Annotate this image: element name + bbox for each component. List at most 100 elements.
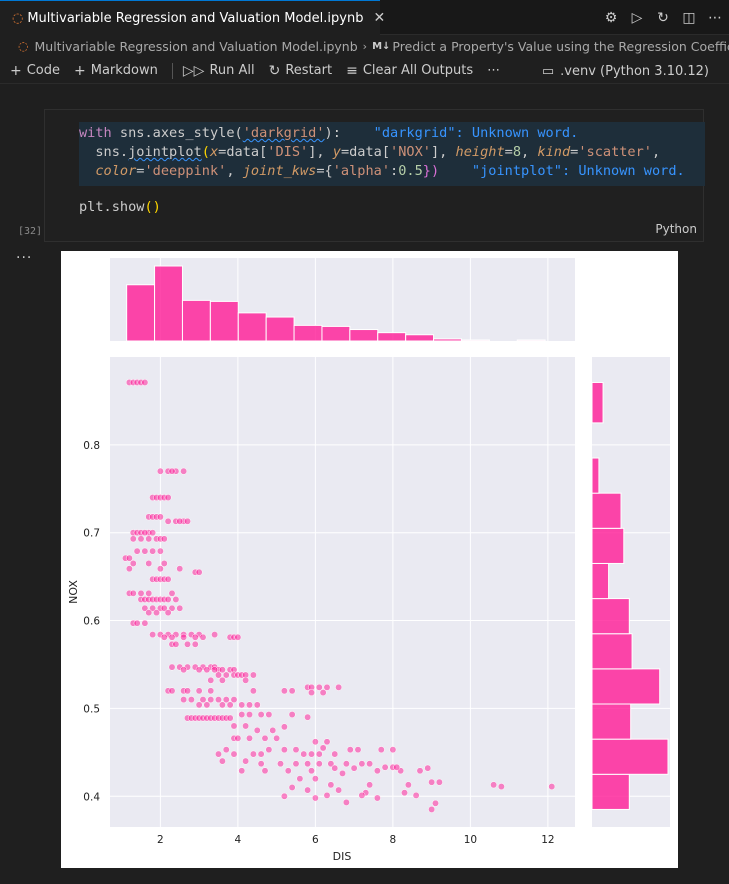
scatter-point [133,619,141,627]
code-editor[interactable]: with sns.axes_style('darkgrid'): "darkgr… [79,122,705,186]
scatter-point [191,633,199,641]
x-tick-label: 8 [390,834,397,846]
notebook-icon: ◌ [18,39,29,53]
scatter-point [164,596,172,603]
scatter-point [129,535,137,543]
scatter-point [308,689,315,697]
scatter-point [269,726,277,734]
scatter-point [149,604,157,612]
scatter-point [149,529,157,537]
x-hist-bar [460,339,490,342]
scatter-point [230,750,238,758]
scatter-point [141,547,149,555]
scatter-point [412,791,420,799]
plus-icon: + [10,62,22,79]
run-icon[interactable]: ▷ [631,9,643,26]
code-cell[interactable]: with sns.axes_style('darkgrid'): "darkgr… [44,109,705,242]
scatter-point [180,696,188,704]
scatter-point [184,517,191,525]
scatter-point [218,757,226,765]
scatter-point [280,723,288,731]
scatter-point [168,687,176,695]
scatter-point [284,767,292,775]
scatter-point [211,631,219,639]
cell-language[interactable]: Python [655,222,697,236]
scatter-point [428,805,436,813]
markdown-icon: M↓ [372,40,391,52]
add-code-label: Code [26,63,61,78]
breadcrumb-file[interactable]: Multivariable Regression and Valuation M… [34,38,358,54]
x-hist-bar [126,284,156,342]
scatter-point [346,746,354,754]
scatter-point [141,619,149,627]
scatter-point [432,799,439,807]
scatter-point [226,714,234,722]
y-hist-bar [591,381,604,424]
scatter-point [145,609,153,617]
scatter-point [164,517,172,525]
scatter-point [133,547,141,555]
scatter-point [335,683,343,691]
scatter-point [315,683,323,691]
scatter-point [331,764,339,772]
scatter-point [288,784,296,791]
scatter-point [238,767,246,775]
scatter-point [358,760,366,768]
scatter-point [125,554,133,562]
run-all-button[interactable]: ▷▷ Run All [183,63,255,79]
x-tick-label: 12 [541,834,554,846]
x-hist-bar [154,265,183,342]
y-hist-bar [591,598,630,635]
add-code-button[interactable]: + Code [10,63,60,79]
scatter-point [288,711,296,719]
scatter-point [230,696,238,704]
scatter-point [156,547,164,555]
scatter-point [335,786,343,794]
y-tick-label: 0.5 [83,703,100,715]
x-tick-label: 4 [235,834,242,846]
scatter-point [149,631,157,639]
kernel-picker[interactable]: ▭ .venv (Python 3.10.12) [542,58,709,84]
close-icon[interactable]: ✕ [373,10,386,26]
output-menu-icon[interactable]: ··· [16,250,33,266]
clear-outputs-button[interactable]: ≡ Clear All Outputs [346,63,473,79]
scatter-point [234,633,242,641]
breadcrumb: ◌ Multivariable Regression and Valuation… [0,35,729,57]
more-actions-icon[interactable]: ⋯ [708,9,722,26]
split-editor-icon[interactable]: ◫ [682,9,696,26]
scatter-point [246,711,253,719]
editor-tab[interactable]: ◌ Multivariable Regression and Valuation… [0,0,385,35]
restart-button[interactable]: ↻ Restart [269,63,332,79]
toolbar-more-button[interactable]: ⋯ [487,63,500,78]
scatter-point [129,559,137,567]
scatter-point [257,711,265,719]
scatter-point [195,687,203,695]
scatter-point [211,666,219,674]
x-tick-label: 10 [464,834,477,846]
scatter-point [311,794,319,802]
scatter-point [207,696,215,704]
chevron-right-icon: › [362,39,368,53]
scatter-point [226,701,234,709]
x-hist-bar [516,339,546,342]
x-hist-bar [349,329,379,342]
gear-icon[interactable]: ⚙ [604,9,618,26]
scatter-point [203,701,211,709]
clear-outputs-label: Clear All Outputs [362,63,474,78]
scatter-point [234,734,242,742]
scatter-point [323,683,331,691]
scatter-point [548,783,556,791]
jointplot-figure: 2 4 6 8 10 12 0.4 0.5 0.6 0.7 0.8 DIS NOX [67,258,670,863]
execution-count: [32] [18,226,43,237]
scatter-point [141,379,149,386]
scatter-point [160,604,168,612]
history-icon[interactable]: ↻ [657,9,669,26]
breadcrumb-section[interactable]: Predict a Property's Value using the Reg… [392,38,729,54]
scatter-point [292,746,300,754]
y-hist-bar [591,457,600,494]
y-hist-bar [591,668,661,705]
add-markdown-button[interactable]: + Markdown [74,63,158,79]
scatter-point [203,666,211,674]
scatter-point [490,781,498,789]
scatter-point [242,757,250,765]
